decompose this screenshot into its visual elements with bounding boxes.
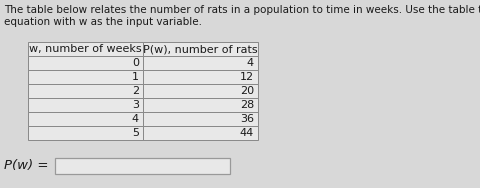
Text: 4: 4 — [246, 58, 253, 68]
Text: 0: 0 — [132, 58, 139, 68]
Text: 36: 36 — [240, 114, 253, 124]
Text: 3: 3 — [132, 100, 139, 110]
Bar — [143, 126, 257, 140]
Bar — [28, 42, 143, 56]
Bar — [28, 98, 143, 112]
Bar — [143, 84, 257, 98]
Bar — [28, 112, 143, 126]
Text: w, number of weeks: w, number of weeks — [29, 44, 142, 54]
Bar — [28, 56, 143, 70]
Text: The table below relates the number of rats in a population to time in weeks. Use: The table below relates the number of ra… — [4, 5, 480, 15]
Text: 44: 44 — [239, 128, 253, 138]
Text: 12: 12 — [240, 72, 253, 82]
Bar — [28, 126, 143, 140]
Bar — [143, 70, 257, 84]
Text: 1: 1 — [132, 72, 139, 82]
Bar — [143, 98, 257, 112]
Text: 28: 28 — [239, 100, 253, 110]
Bar — [28, 70, 143, 84]
Text: equation with w as the input variable.: equation with w as the input variable. — [4, 17, 202, 27]
Bar — [28, 84, 143, 98]
Text: 2: 2 — [132, 86, 139, 96]
Bar — [143, 42, 257, 56]
Text: P(w), number of rats: P(w), number of rats — [143, 44, 257, 54]
Text: 4: 4 — [132, 114, 139, 124]
Bar — [143, 112, 257, 126]
Text: 5: 5 — [132, 128, 139, 138]
Text: P(w) =: P(w) = — [4, 158, 48, 171]
Text: 20: 20 — [240, 86, 253, 96]
Bar — [55, 158, 229, 174]
Bar — [143, 56, 257, 70]
